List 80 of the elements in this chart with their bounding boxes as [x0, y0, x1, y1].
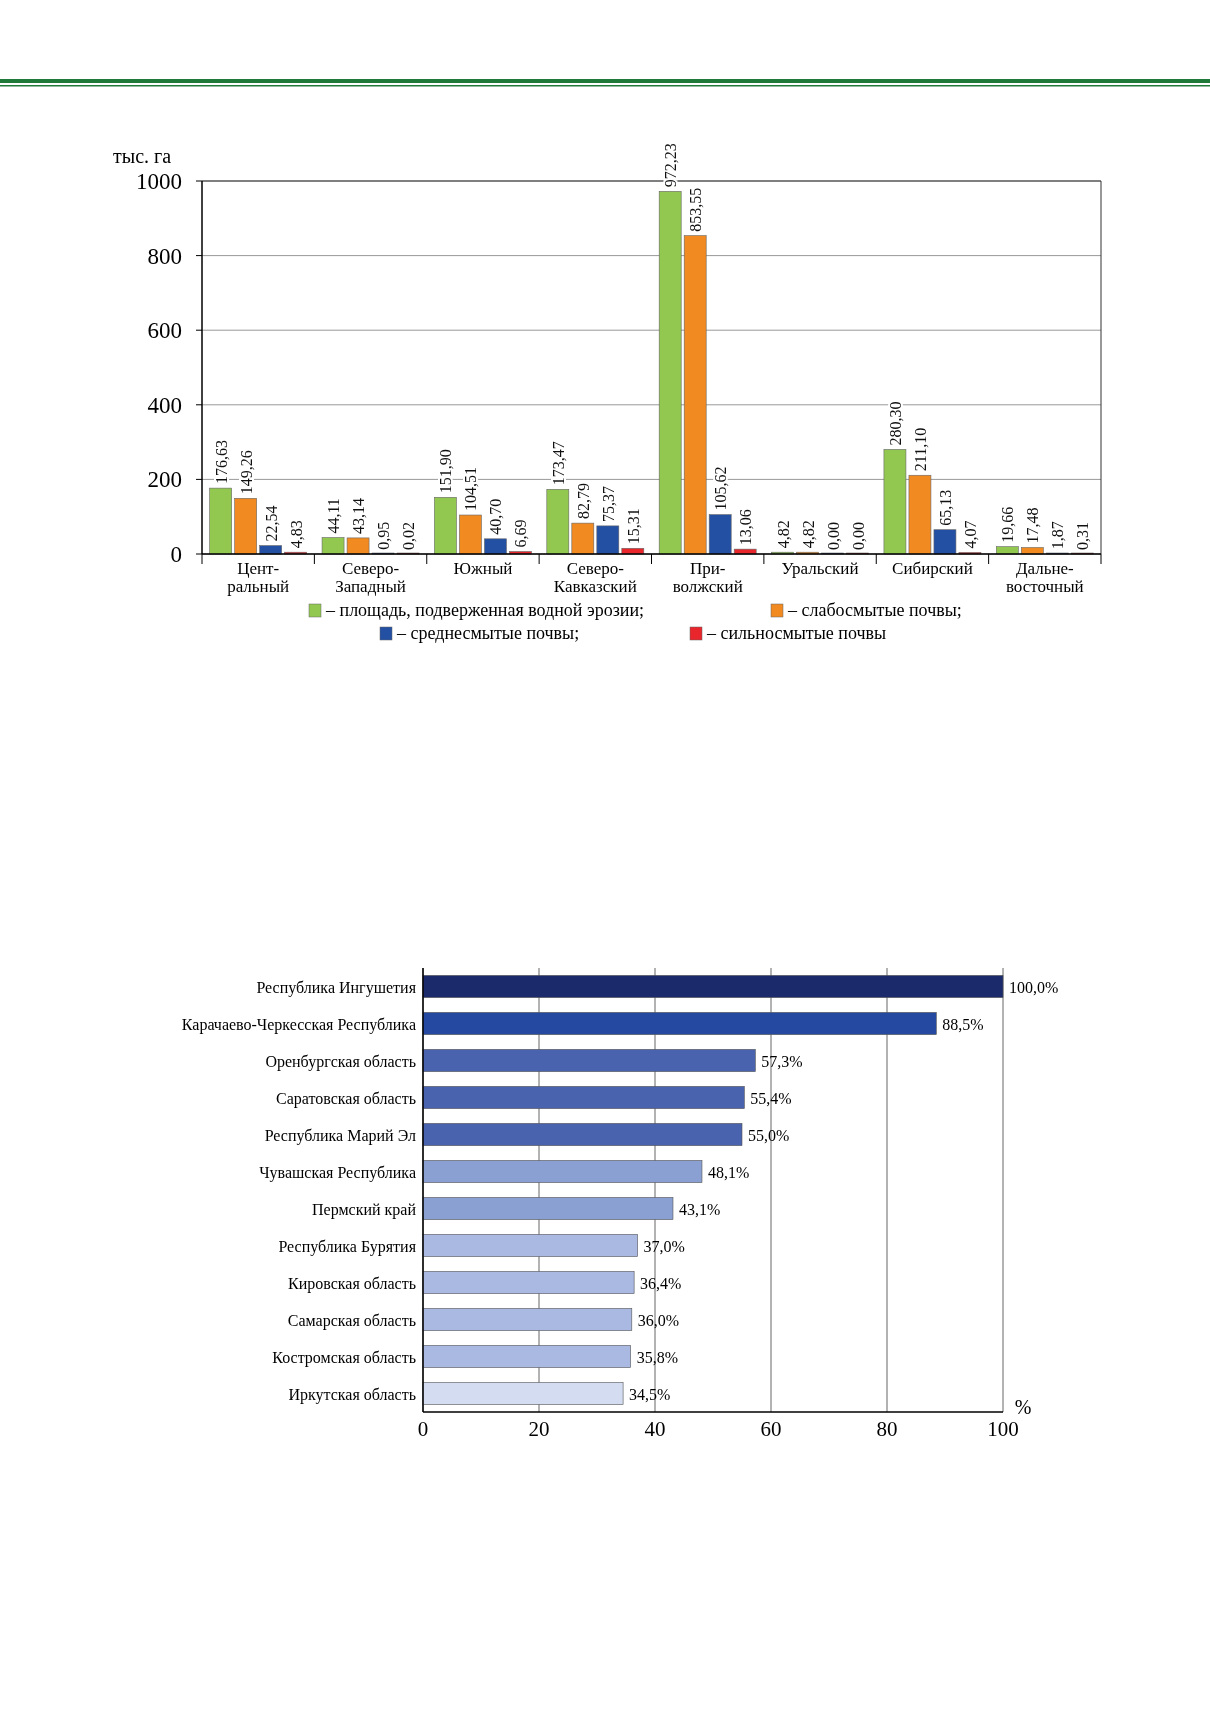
data-label: 1,87 [1049, 521, 1067, 550]
y-tick-label: Чувашская Республика [259, 1163, 416, 1182]
data-label: 100,0% [1009, 978, 1059, 996]
data-label: 35,8% [636, 1348, 678, 1366]
data-label: 17,48 [1024, 507, 1042, 544]
data-label: 105,62 [712, 466, 730, 511]
data-label: 34,5% [629, 1385, 671, 1403]
data-label: 36,0% [637, 1311, 680, 1329]
data-label: 280,30 [886, 401, 904, 446]
data-label: 82,79 [574, 483, 592, 520]
data-label: 151,90 [437, 449, 455, 494]
x-tick-label: 80 [876, 1417, 898, 1441]
x-tick-label: Южный [453, 559, 513, 578]
y-tick-label: Республика Ингушетия [256, 978, 417, 997]
y-tick-label: 200 [147, 467, 182, 493]
data-label: 88,5% [942, 1015, 984, 1033]
y-tick-label: Карачаево-Черкесская Республика [181, 1015, 416, 1034]
data-label: 6,69 [512, 519, 530, 548]
data-label: 55,4% [750, 1089, 792, 1107]
data-label: 4,82 [774, 520, 792, 549]
data-label: 4,82 [799, 520, 817, 549]
data-label: 0,02 [400, 521, 418, 550]
data-label: 4,07 [961, 520, 979, 549]
legend-label: – слабосмытые почвы; [787, 600, 962, 620]
x-tick-label: Цент- ральный [227, 559, 290, 596]
data-label: 36,4% [640, 1274, 682, 1292]
x-tick-label: 40 [644, 1417, 666, 1441]
legend-label: – среднесмытые почвы; [396, 623, 580, 643]
data-label: 149,26 [237, 450, 255, 495]
legend-label: – сильносмытые почвы [706, 623, 887, 643]
data-label: 176,63 [212, 440, 230, 485]
data-label: 57,3% [761, 1052, 803, 1070]
y-tick-label: Республика Марий Эл [264, 1126, 417, 1145]
y-tick-label: 800 [147, 243, 182, 269]
x-axis-title: % [1014, 1396, 1032, 1418]
data-label: 211,10 [911, 427, 929, 472]
data-label: 0,31 [1074, 521, 1092, 550]
x-tick-label: Сибирский [892, 559, 973, 578]
data-label: 0,00 [849, 522, 867, 550]
y-tick-label: Республика Бурятия [278, 1237, 417, 1256]
y-tick-label: Костромская область [272, 1348, 416, 1367]
data-label: 40,70 [487, 498, 505, 535]
data-label: 173,47 [549, 441, 567, 486]
y-axis-title: тыс. га [113, 145, 172, 167]
y-tick-label: Пермский край [312, 1200, 417, 1219]
data-label: 104,51 [462, 467, 480, 512]
data-label: 55,0% [748, 1126, 790, 1144]
data-label: 13,06 [737, 509, 755, 546]
y-tick-label: Саратовская область [275, 1089, 416, 1108]
x-tick-label: 20 [528, 1417, 550, 1441]
x-tick-label: Северо- Западный [335, 559, 406, 596]
data-label: 0,00 [824, 522, 842, 550]
data-label: 0,95 [375, 521, 393, 550]
legend-label: – площадь, подверженная водной эрозии; [325, 600, 645, 620]
y-tick-label: 600 [147, 318, 182, 344]
data-label: 43,14 [350, 497, 368, 534]
data-label: 75,37 [599, 485, 617, 522]
data-label: 65,13 [936, 489, 954, 526]
x-tick-label: Северо- Кавказский [553, 559, 637, 596]
data-label: 37,0% [643, 1237, 685, 1255]
y-tick-label: 400 [147, 392, 182, 418]
x-tick-label: Дальне- восточный [1005, 559, 1084, 596]
data-label: 853,55 [687, 187, 705, 232]
data-label: 48,1% [707, 1163, 750, 1181]
data-label: 22,54 [262, 505, 280, 542]
y-tick-label: Оренбургская область [265, 1052, 416, 1071]
x-tick-label: 60 [760, 1417, 782, 1441]
data-label: 19,66 [999, 506, 1017, 543]
x-tick-label: Уральский [781, 559, 859, 578]
data-label: 15,31 [624, 508, 642, 545]
data-label: 4,83 [287, 520, 305, 549]
x-tick-label: При- волжский [672, 559, 743, 596]
data-label: 44,11 [325, 498, 343, 534]
data-label: 43,1% [678, 1200, 721, 1218]
y-tick-label: Кировская область [287, 1274, 416, 1293]
x-tick-label: 100 [987, 1417, 1019, 1441]
y-tick-label: Иркутская область [288, 1385, 416, 1404]
data-label: 972,23 [662, 143, 680, 188]
y-tick-label: 1000 [136, 169, 182, 194]
y-tick-label: Самарская область [287, 1311, 416, 1330]
